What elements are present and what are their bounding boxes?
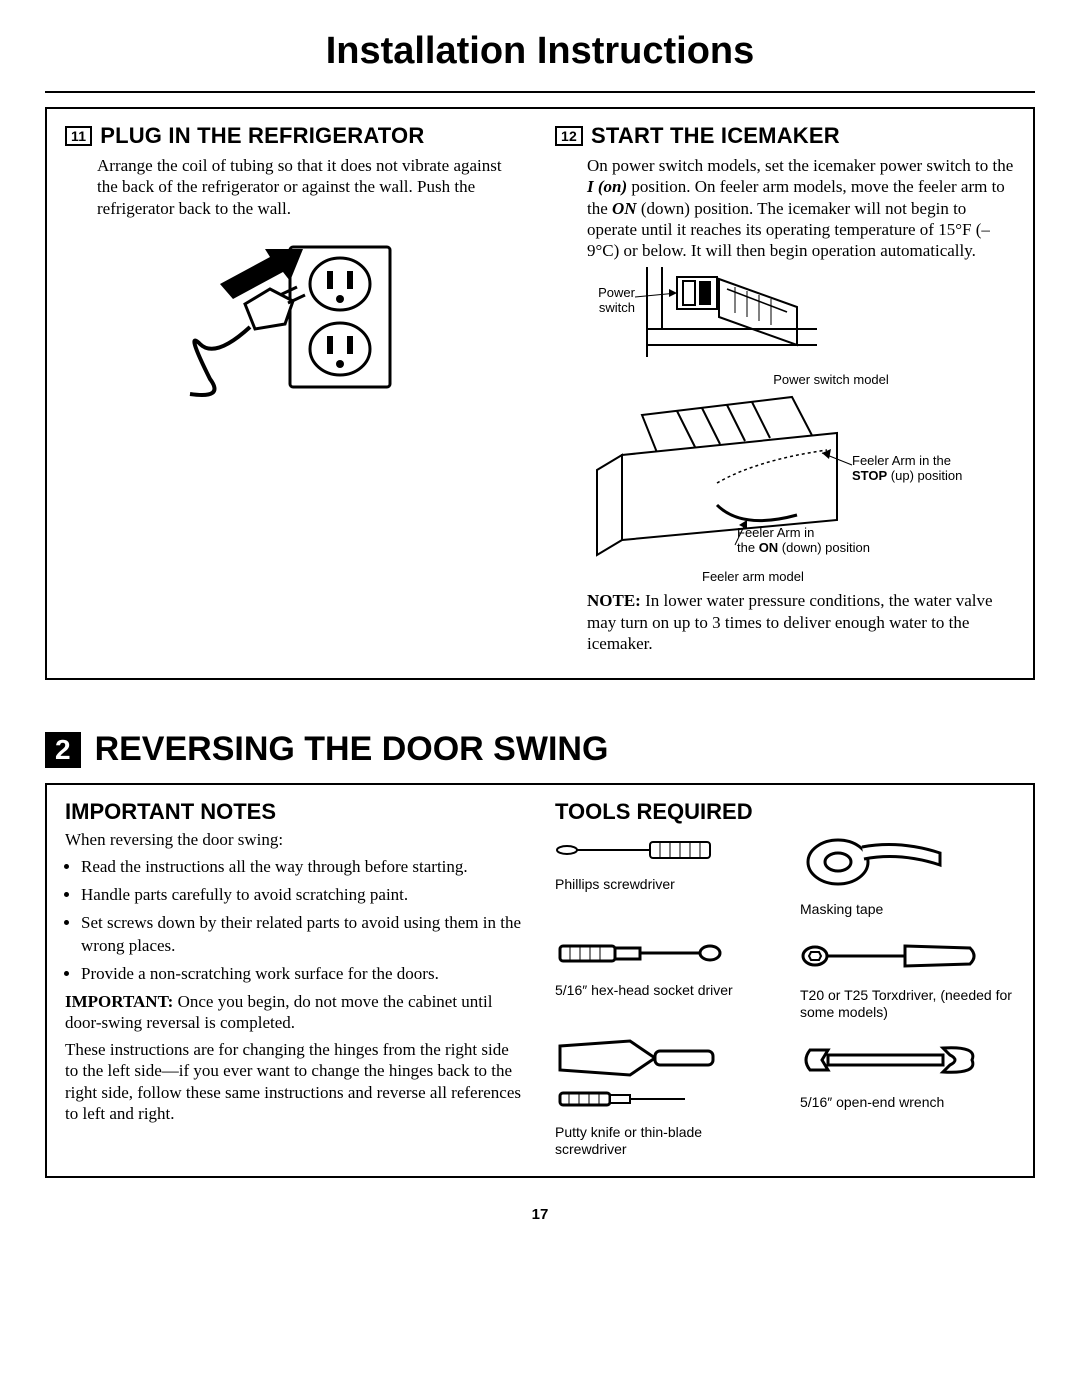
important-notes-title: IMPORTANT NOTES (65, 799, 525, 825)
tool-tape: Masking tape (800, 835, 1015, 918)
tool-label: 5/16″ open-end wrench (800, 1094, 1015, 1111)
tool-label: Phillips screwdriver (555, 876, 770, 893)
feeler-arm-model-label: Feeler arm model (702, 569, 1015, 584)
section-2-title: REVERSING THE DOOR SWING (95, 730, 609, 769)
notes-important: IMPORTANT: Once you begin, do not move t… (65, 991, 525, 1034)
tape-icon (800, 835, 950, 890)
notes-para: These instructions are for changing the … (65, 1039, 525, 1124)
step-12-note: NOTE: In lower water pressure conditions… (587, 590, 1015, 654)
feeler-on-label-c: (down) position (778, 540, 870, 555)
tool-socket: 5/16″ hex-head socket driver (555, 936, 770, 1021)
section-2-number: 2 (45, 732, 81, 768)
note-bullet: Read the instructions all the way throug… (81, 856, 525, 878)
section-2-header: 2 REVERSING THE DOOR SWING (45, 730, 1035, 769)
step-12: 12 START THE ICEMAKER On power switch mo… (555, 123, 1015, 660)
notes-list: Read the instructions all the way throug… (65, 856, 525, 984)
power-switch-label: Power switch (598, 285, 635, 315)
tool-label: 5/16″ hex-head socket driver (555, 982, 770, 999)
feeler-stop-label-a: Feeler Arm in the (852, 453, 951, 468)
step-number-11: 11 (65, 126, 92, 146)
step-12-body: On power switch models, set the icemaker… (587, 155, 1015, 261)
step-title-11: PLUG IN THE REFRIGERATOR (100, 123, 424, 149)
page-title: Installation Instructions (45, 30, 1035, 73)
tool-putty: Putty knife or thin-blade screwdriver (555, 1038, 770, 1158)
power-switch-diagram (587, 267, 817, 367)
door-swing-box: IMPORTANT NOTES When reversing the door … (45, 783, 1035, 1178)
step-number-12: 12 (555, 126, 583, 146)
tool-phillips: Phillips screwdriver (555, 835, 770, 918)
tools-required: TOOLS REQUIRED Phillips screwdriver (555, 799, 1015, 1158)
notes-intro: When reversing the door swing: (65, 829, 525, 850)
plug-illustration (175, 229, 415, 399)
note-bullet: Handle parts carefully to avoid scratchi… (81, 884, 525, 906)
note-bullet: Provide a non-scratching work surface fo… (81, 963, 525, 985)
note-bullet: Set screws down by their related parts t… (81, 912, 525, 956)
torx-icon (800, 936, 980, 976)
feeler-on-label-a: Feeler Arm in (737, 525, 814, 540)
step-11: 11 PLUG IN THE REFRIGERATOR Arrange the … (65, 123, 525, 660)
page-number: 17 (45, 1206, 1035, 1223)
tool-label: Masking tape (800, 901, 1015, 918)
step-11-body: Arrange the coil of tubing so that it do… (97, 155, 525, 219)
power-switch-model-label: Power switch model (647, 372, 1015, 387)
socket-icon (555, 936, 725, 971)
tool-label: T20 or T25 Torxdriver, (needed for some … (800, 987, 1015, 1021)
feeler-stop-label-b: (up) position (887, 468, 962, 483)
putty-icon (555, 1038, 725, 1113)
feeler-on-label-b: the (737, 540, 759, 555)
tool-wrench: 5/16″ open-end wrench (800, 1038, 1015, 1158)
important-notes: IMPORTANT NOTES When reversing the door … (65, 799, 525, 1158)
tool-torx: T20 or T25 Torxdriver, (needed for some … (800, 936, 1015, 1021)
tools-title: TOOLS REQUIRED (555, 799, 1015, 825)
wrench-icon (800, 1038, 980, 1083)
feeler-stop-bold: STOP (852, 468, 887, 483)
phillips-icon (555, 835, 725, 865)
step-title-12: START THE ICEMAKER (591, 123, 840, 149)
steps-box: 11 PLUG IN THE REFRIGERATOR Arrange the … (45, 107, 1035, 680)
feeler-on-bold: ON (759, 540, 779, 555)
rule (45, 91, 1035, 93)
tool-label: Putty knife or thin-blade screwdriver (555, 1124, 770, 1158)
